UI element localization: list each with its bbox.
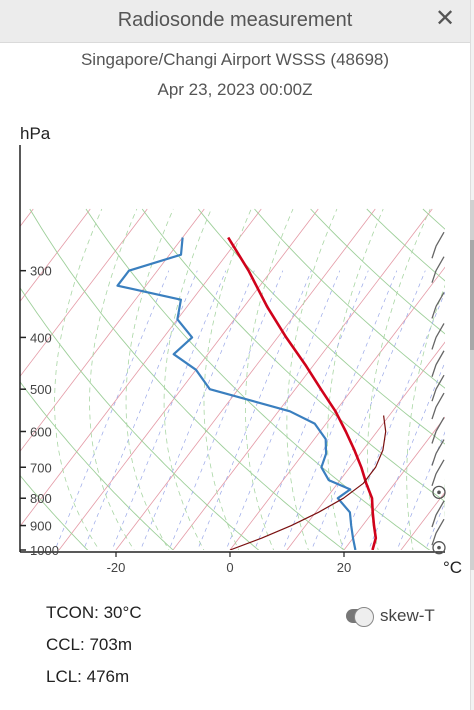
mixing-ratio-line (339, 291, 445, 550)
dewpoint-line (116, 237, 357, 550)
temperature-tick-label: -20 (107, 560, 126, 575)
mixing-ratio-line (396, 431, 445, 550)
mixing-ratio-line (368, 361, 445, 550)
calm-wind-dot (437, 545, 441, 550)
calm-wind-icon (432, 485, 446, 500)
pressure-tick-label: 500 (30, 382, 52, 397)
scroll-thumb[interactable] (470, 240, 474, 350)
mixing-ratio-line (197, 270, 312, 550)
mixing-ratio-line (425, 501, 445, 550)
dry-adiabat (310, 208, 445, 335)
temperature-line (227, 236, 378, 550)
stats-block: TCON: 30°C CCL: 703m LCL: 476m (46, 603, 142, 699)
skew-t-diagram: hPa °C 300 400 500 600 700 800 900 1000 -20 0 20 (0, 124, 470, 577)
pressure-tick-label: 900 (30, 519, 52, 534)
mixing-ratio-line (140, 270, 255, 550)
moist-adiabat (125, 208, 174, 550)
isotherm-line (286, 341, 445, 550)
pressure-tick-label: 800 (30, 491, 52, 506)
wind-barb-icon (431, 417, 445, 444)
dry-adiabat (20, 286, 260, 550)
mixing-ratio-line (83, 270, 198, 550)
tcon-value: TCON: 30°C (46, 603, 142, 622)
wind-barb-icon (431, 518, 445, 546)
dry-adiabat (254, 208, 445, 389)
ccl-value: CCL: 703m (46, 635, 132, 654)
mixing-ratio-line (168, 270, 284, 550)
dry-adiabat (0, 209, 12, 561)
moist-adiabat (54, 208, 103, 550)
wind-barb-icon (431, 292, 445, 319)
moist-adiabat (89, 208, 138, 550)
isotherm-line (58, 208, 319, 550)
isotherm-line (115, 208, 376, 550)
toggle-label: skew-T (380, 606, 435, 625)
pressure-tick-label: 400 (30, 330, 52, 345)
isotherm-line (229, 266, 445, 550)
close-icon[interactable]: ✕ (434, 5, 456, 32)
panel-title: Radiosonde measurement (117, 9, 353, 31)
isotherm-line (343, 416, 445, 550)
mixing-ratio-line (111, 270, 227, 550)
wind-barb-icon (431, 439, 445, 466)
dry-adiabat (141, 208, 445, 503)
dry-adiabat (20, 474, 89, 550)
parcel-line (229, 415, 387, 550)
skew-t-toggle[interactable]: skew-T (346, 606, 435, 627)
mixing-ratio-line (54, 270, 170, 550)
temperature-tick-label: 20 (337, 560, 351, 575)
isotherm-line (20, 208, 205, 453)
dry-adiabat (197, 208, 445, 445)
moist-adiabat (163, 208, 212, 550)
moist-adiabat (203, 208, 252, 550)
toggle-switch[interactable] (346, 607, 374, 627)
wind-barb-icon (431, 500, 445, 528)
isotherm-line (400, 491, 445, 550)
isotherm-line (172, 208, 433, 550)
isotherm-line (20, 208, 148, 378)
panel-header: Radiosonde measurement ✕ (0, 0, 470, 43)
wind-barb-icon (431, 459, 445, 486)
wind-barb-icon (431, 256, 445, 283)
wind-barb-icon (431, 374, 445, 402)
isotherm-line (20, 208, 262, 527)
dry-adiabat (20, 380, 174, 550)
dry-adiabat (422, 208, 445, 230)
dry-adiabat (85, 208, 431, 550)
station-name: Singapore/Changi Airport WSSS (48698) (80, 50, 390, 69)
moist-adiabat (286, 208, 338, 550)
mixing-ratio-line (449, 271, 470, 562)
temperature-unit-label: °C (443, 558, 462, 577)
calm-wind-dot (437, 490, 441, 495)
mixing-ratio-line (311, 270, 426, 550)
isotherm-line (449, 209, 470, 561)
moist-adiabat (327, 208, 384, 550)
moist-adiabat (245, 208, 294, 550)
wind-barb-icon (431, 392, 445, 420)
isotherm-line (20, 208, 34, 228)
pressure-unit-label: hPa (20, 124, 51, 143)
wind-barb-icon (431, 323, 445, 350)
moist-adiabat (444, 478, 445, 520)
lcl-value: LCL: 476m (46, 667, 130, 686)
pressure-tick-label: 700 (30, 460, 52, 475)
wind-barb-icon (431, 350, 445, 377)
temperature-tick-label: 0 (226, 560, 233, 575)
dry-adiabat (366, 208, 445, 282)
isotherm-line (20, 208, 91, 303)
pressure-tick-label: 1000 (30, 543, 59, 558)
pressure-tick-label: 600 (30, 424, 52, 439)
dry-adiabat (29, 208, 345, 550)
sounding-datetime: Apr 23, 2023 00:00Z (157, 80, 313, 99)
scrollbar[interactable] (470, 200, 474, 570)
moist-adiabat (367, 208, 431, 550)
moist-adiabat (406, 284, 445, 550)
mixing-ratio-line (225, 270, 341, 550)
wind-barb-icon (431, 231, 445, 259)
calm-wind-icon (432, 541, 446, 555)
pressure-tick-label: 300 (30, 264, 52, 279)
